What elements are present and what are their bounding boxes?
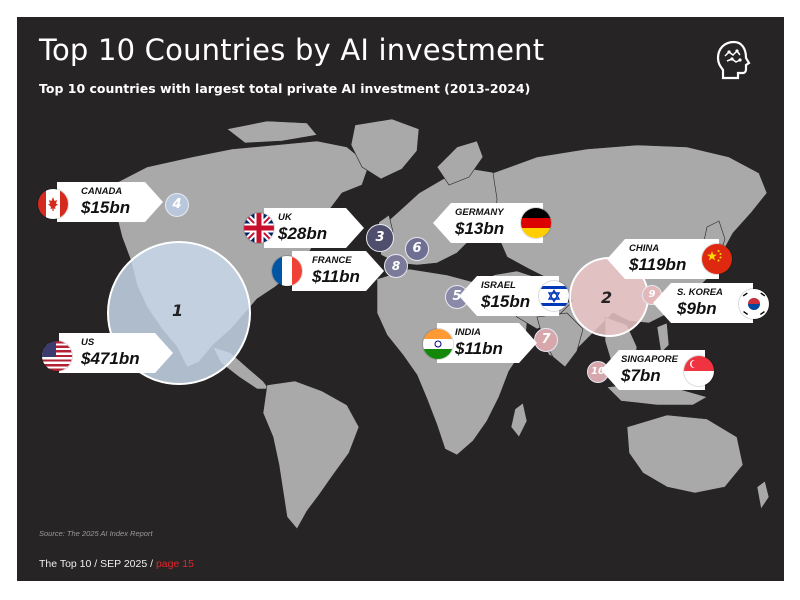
rank-3-badge: 3 xyxy=(366,224,394,252)
madagascar-landmass xyxy=(510,402,528,438)
uk-flag-icon xyxy=(244,213,274,243)
france-name: FRANCE xyxy=(312,255,352,266)
china-name: CHINA xyxy=(629,243,660,254)
rank-2-number: 2 xyxy=(601,288,613,307)
arctic-islands xyxy=(226,120,318,144)
uk-name: UK xyxy=(278,212,292,223)
australia-landmass xyxy=(626,414,744,494)
germany-name: GERMANY xyxy=(455,207,504,218)
south-america-landmass xyxy=(262,380,360,530)
singapore-flag-icon xyxy=(684,356,714,386)
source-note: Source: The 2025 AI Index Report xyxy=(39,529,153,538)
s-korea-label: S. KOREA $9bn xyxy=(653,283,753,323)
canada-name: CANADA xyxy=(81,186,123,197)
china-amount: $119bn xyxy=(629,255,687,274)
canada-amount: $15bn xyxy=(81,198,131,217)
singapore-name: SINGAPORE xyxy=(621,354,679,365)
head-brain-icon xyxy=(716,40,751,80)
rank-4-badge: 4 xyxy=(165,193,189,217)
greenland-landmass xyxy=(350,118,420,180)
israel-flag-icon xyxy=(539,281,569,311)
us-label: US $471bn xyxy=(59,333,173,373)
singapore-amount: $7bn xyxy=(621,366,661,385)
uk-label: UK $28bn xyxy=(264,208,364,248)
france-flag-icon xyxy=(272,256,302,286)
india-label: INDIA $11bn xyxy=(437,323,537,363)
china-flag-icon xyxy=(702,244,732,274)
rank-1-number: 1 xyxy=(172,301,184,320)
israel-name: ISRAEL xyxy=(481,280,516,291)
germany-amount: $13bn xyxy=(455,219,505,238)
india-amount: $11bn xyxy=(455,339,503,358)
infographic-panel: Top 10 Countries by AI investment Top 10… xyxy=(17,17,784,581)
us-flag-icon xyxy=(42,341,72,371)
south-korea-flag-icon xyxy=(739,289,769,319)
china-label: CHINA $119bn xyxy=(607,239,719,279)
page-title: Top 10 Countries by AI investment xyxy=(39,33,545,67)
india-flag-icon xyxy=(423,329,453,359)
israel-amount: $15bn xyxy=(481,292,531,311)
rank-7-badge: 7 xyxy=(534,328,558,352)
s-korea-amount: $9bn xyxy=(677,299,717,318)
s-korea-name: S. KOREA xyxy=(677,287,723,298)
germany-flag-icon xyxy=(521,208,551,238)
us-amount: $471bn xyxy=(81,349,140,368)
scandinavia-landmass xyxy=(436,140,484,186)
footer-text: The Top 10 / SEP 2025 / xyxy=(39,558,156,570)
uk-amount: $28bn xyxy=(278,224,328,243)
israel-label: ISRAEL $15bn xyxy=(459,276,559,316)
page-subtitle: Top 10 countries with largest total priv… xyxy=(39,81,531,96)
page-number[interactable]: page 15 xyxy=(155,558,194,570)
new-zealand-landmass xyxy=(756,480,770,510)
india-name: INDIA xyxy=(455,327,481,338)
rank-6-badge: 6 xyxy=(405,237,429,261)
rank-8-badge: 8 xyxy=(384,254,408,278)
germany-label: GERMANY $13bn xyxy=(433,203,543,243)
us-name: US xyxy=(81,337,95,348)
canada-label: CANADA $15bn xyxy=(57,182,163,222)
france-label: FRANCE $11bn xyxy=(292,251,384,291)
france-amount: $11bn xyxy=(312,267,360,286)
footer: The Top 10 / SEP 2025 / page 15 xyxy=(39,558,194,570)
canada-flag-icon xyxy=(38,189,68,219)
philippines-landmass xyxy=(656,322,670,354)
